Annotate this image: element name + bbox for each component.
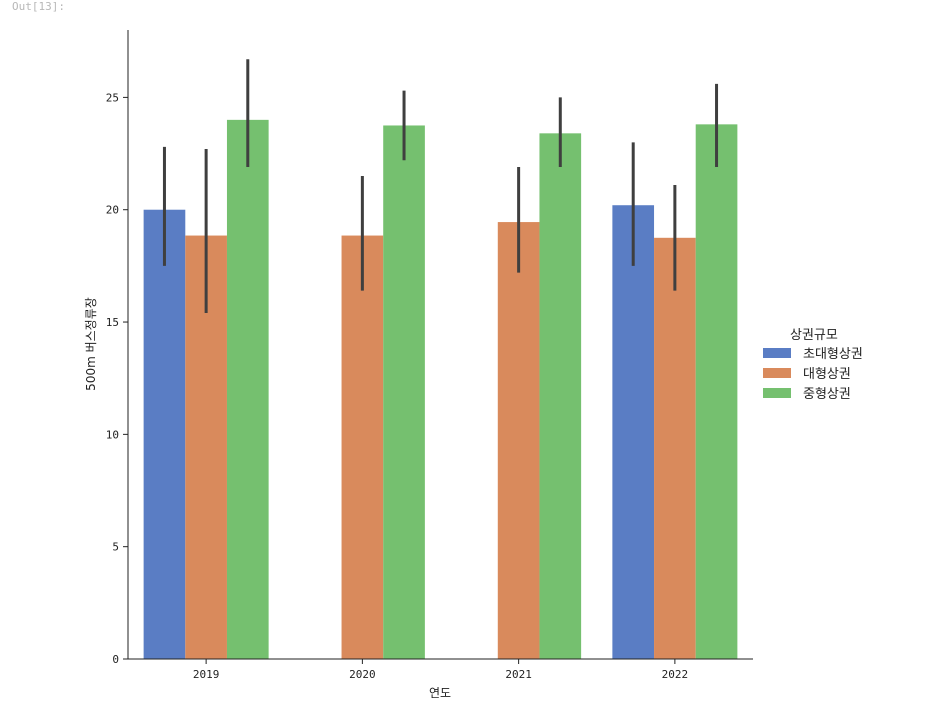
x-axis-label: 연도 xyxy=(429,686,451,700)
y-axis-label: 500m 버스정류장 xyxy=(84,297,98,391)
x-tick-label: 2022 xyxy=(662,668,689,681)
y-tick-label: 10 xyxy=(106,428,119,441)
bar-2021-2 xyxy=(539,133,582,660)
legend-label-2: 중형상권 xyxy=(803,387,851,402)
legend-title: 상권규모 xyxy=(790,328,838,343)
legend-swatch-2 xyxy=(763,388,791,398)
x-tick-label: 2019 xyxy=(193,668,220,681)
y-tick-label: 5 xyxy=(112,541,119,554)
bar-2022-0 xyxy=(612,205,655,659)
y-tick-label: 20 xyxy=(106,204,119,217)
bars-group xyxy=(143,119,738,660)
bar-2020-1 xyxy=(341,235,384,659)
legend-swatch-0 xyxy=(763,348,791,358)
legend-label-1: 대형상권 xyxy=(803,367,851,382)
bar-2022-1 xyxy=(654,237,696,659)
axes-group xyxy=(127,30,753,660)
y-ticks-group: 0 5 10 15 20 25 xyxy=(106,91,128,666)
bar-2022-2 xyxy=(695,124,738,660)
y-tick-label: 25 xyxy=(106,91,119,104)
y-tick-label: 0 xyxy=(112,653,119,666)
legend-label-0: 초대형상권 xyxy=(803,347,863,362)
x-tick-label: 2021 xyxy=(505,668,532,681)
x-ticks-group: 2019 2020 2021 2022 xyxy=(193,659,688,681)
bar-2019-0 xyxy=(143,209,186,659)
bar-2019-2 xyxy=(226,119,269,660)
bar-2021-1 xyxy=(497,222,540,659)
error-bars-group xyxy=(162,59,719,314)
bar-2020-2 xyxy=(383,125,425,660)
x-tick-label: 2020 xyxy=(349,668,376,681)
y-tick-label: 15 xyxy=(106,316,119,329)
output-prompt: Out[13]: xyxy=(12,0,65,13)
legend-swatch-1 xyxy=(763,368,791,378)
